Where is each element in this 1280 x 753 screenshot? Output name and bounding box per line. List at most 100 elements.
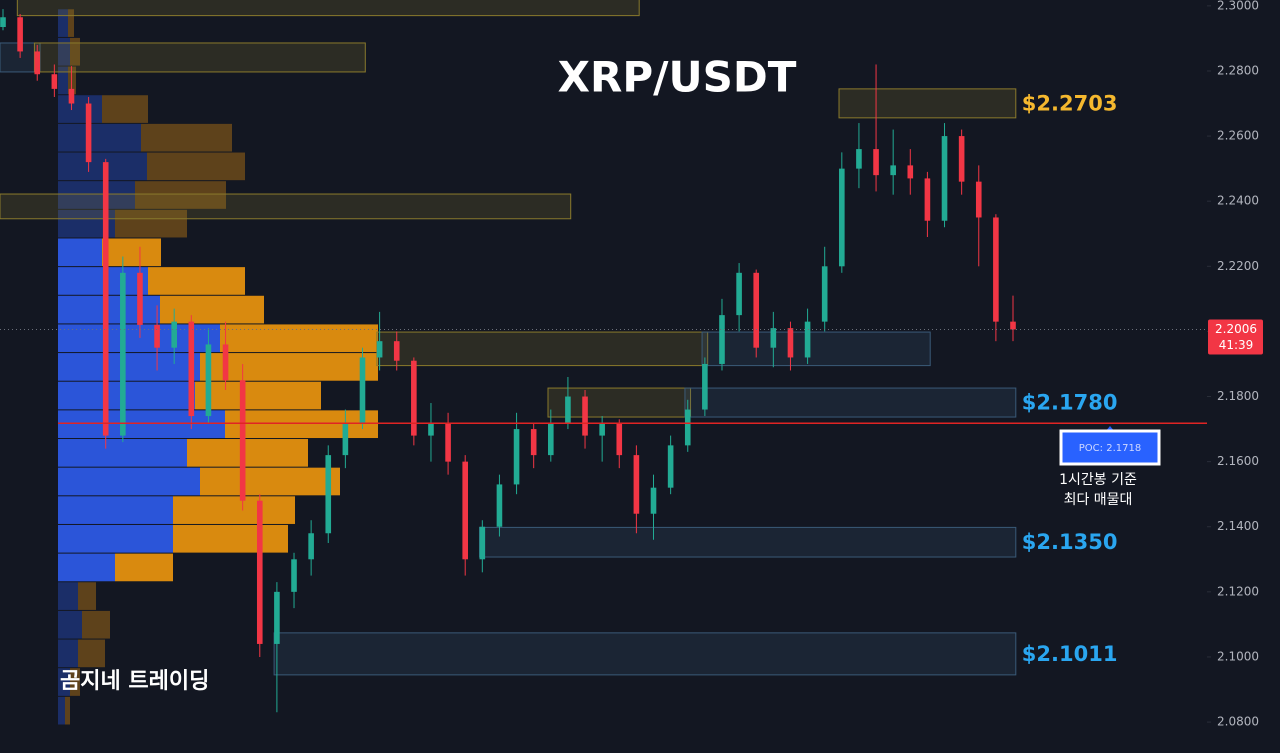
candle-body xyxy=(376,341,383,358)
candle-body xyxy=(821,266,828,322)
y-tick-label: 2.1200 xyxy=(1217,584,1259,598)
y-tick-label: 2.0800 xyxy=(1217,715,1259,729)
zone xyxy=(838,88,1017,119)
candle-body xyxy=(787,328,794,358)
poc-label: POC: 2.1718 xyxy=(1079,443,1141,454)
profile-buy xyxy=(58,610,82,639)
y-tick-label: 2.2200 xyxy=(1217,259,1259,273)
profile-buy xyxy=(58,37,70,66)
candle-body xyxy=(325,455,332,534)
candle-body xyxy=(342,422,349,456)
profile-buy xyxy=(58,181,135,209)
profile-sell xyxy=(225,410,378,439)
candle-body xyxy=(924,178,931,221)
profile-sell xyxy=(200,353,378,381)
candle-body xyxy=(856,149,862,169)
zone-label: $2.1350 xyxy=(1022,530,1118,554)
zone xyxy=(479,526,1017,558)
profile-sell xyxy=(173,524,288,553)
candle-body xyxy=(102,162,109,436)
last-price-label: 2.2006 xyxy=(1215,322,1257,336)
zone xyxy=(547,387,692,418)
profile-sell xyxy=(70,668,80,696)
profile-sell xyxy=(200,467,340,496)
candle-body xyxy=(565,396,571,423)
candle-body xyxy=(205,344,212,417)
candle-body xyxy=(873,149,879,176)
candle-body xyxy=(839,168,845,267)
profile-buy xyxy=(58,696,65,725)
profile-sell xyxy=(68,9,74,37)
candle-body xyxy=(736,272,742,316)
zone xyxy=(0,193,572,220)
zone xyxy=(16,0,640,17)
candle-body xyxy=(753,272,760,348)
profile-buy xyxy=(58,582,78,610)
profile-buy xyxy=(58,123,141,152)
profile-sell xyxy=(173,496,295,524)
candle-body xyxy=(188,321,195,417)
profile-sell xyxy=(220,324,378,353)
profile-sell xyxy=(65,696,70,725)
y-tick-label: 2.1400 xyxy=(1217,519,1259,533)
candle-body xyxy=(804,321,811,358)
candle-body xyxy=(85,103,92,163)
zone xyxy=(701,331,931,367)
y-tick-label: 2.1800 xyxy=(1217,389,1259,403)
profile-buy xyxy=(58,353,200,381)
profile-buy xyxy=(58,152,147,181)
profile-sell xyxy=(115,209,187,238)
profile-buy xyxy=(58,324,220,353)
candle-body xyxy=(222,344,229,381)
candle-body xyxy=(411,360,417,436)
profile-sell xyxy=(102,238,161,267)
profile-sell xyxy=(141,123,232,152)
profile-buy xyxy=(58,553,115,582)
candle-body xyxy=(513,429,520,485)
profile-buy xyxy=(58,524,173,553)
candle-body xyxy=(462,461,469,560)
profile-sell xyxy=(78,639,105,668)
candle-body xyxy=(958,136,965,182)
candle-body xyxy=(702,363,708,410)
profile-buy xyxy=(58,639,78,668)
poc-box xyxy=(1059,429,1161,466)
candle-body xyxy=(770,328,777,348)
candle-body xyxy=(393,341,400,361)
candle-body xyxy=(17,17,23,52)
candle-body xyxy=(890,165,896,176)
candle-body xyxy=(907,165,914,179)
candle-body xyxy=(120,272,126,436)
candle-body xyxy=(650,487,657,514)
candle-body xyxy=(308,533,314,560)
profile-sell xyxy=(195,381,321,410)
y-tick-label: 2.1600 xyxy=(1217,454,1259,468)
candle-body xyxy=(684,409,691,446)
zone-label: $2.2703 xyxy=(1022,91,1118,115)
y-tick-label: 2.3000 xyxy=(1217,0,1259,12)
profile-sell xyxy=(147,152,245,181)
candle-body xyxy=(445,422,451,462)
watermark: 곰지네 트레이딩 xyxy=(60,669,209,694)
candle-body xyxy=(51,74,58,89)
candle-body xyxy=(137,272,143,325)
candle-body xyxy=(719,315,725,364)
y-tick-label: 2.2400 xyxy=(1217,194,1259,208)
profile-buy xyxy=(58,66,68,95)
candle-body xyxy=(0,17,6,28)
profile-sell xyxy=(82,610,110,639)
zone xyxy=(273,632,1017,676)
profile-buy xyxy=(58,9,68,37)
profile-buy xyxy=(58,668,70,696)
profile-sell xyxy=(135,181,226,209)
candle-body xyxy=(975,181,982,218)
zone-label: $2.1780 xyxy=(1022,391,1118,415)
profile-buy xyxy=(58,95,102,123)
profile-sell xyxy=(148,267,245,295)
candle-body xyxy=(941,136,948,221)
candle-body xyxy=(1010,321,1016,330)
profile-buy xyxy=(58,496,173,524)
candle-body xyxy=(291,559,297,592)
candle-body xyxy=(239,380,246,501)
